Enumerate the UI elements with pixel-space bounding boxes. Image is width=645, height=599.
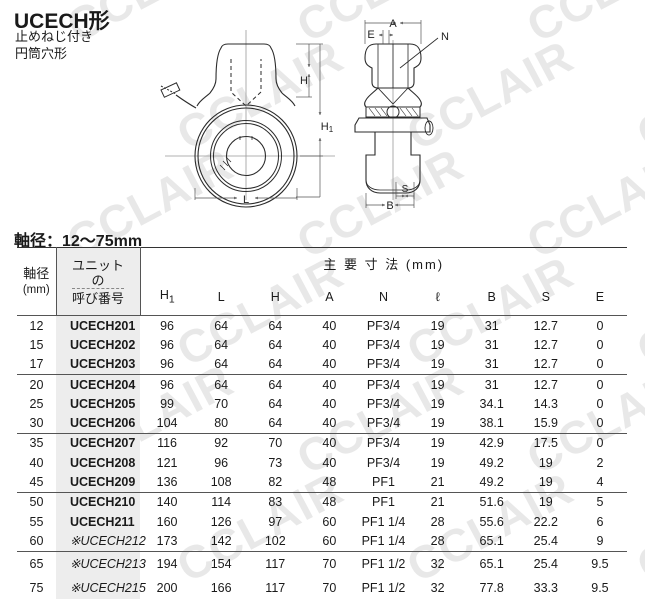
svg-text:B: B [386,200,393,212]
svg-text:L: L [243,194,249,206]
svg-text:A: A [389,18,397,30]
svg-text:H1: H1 [321,121,334,134]
svg-text:H: H [300,75,308,87]
svg-text:S: S [402,184,409,195]
svg-text:E: E [367,29,374,41]
svg-text:N: N [441,31,449,43]
